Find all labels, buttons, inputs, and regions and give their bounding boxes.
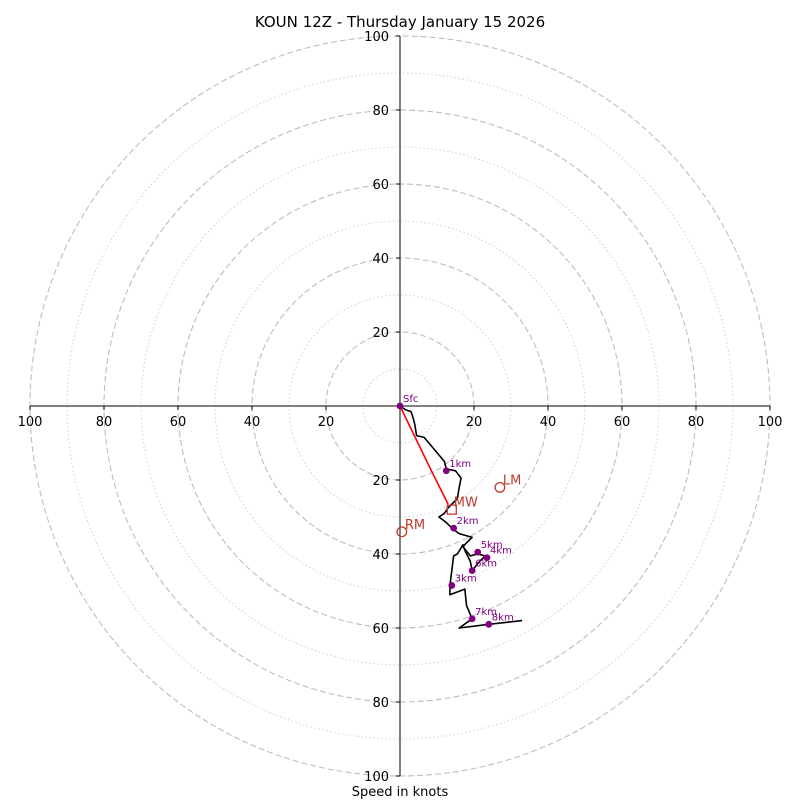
x-tick-label: 100 xyxy=(758,415,783,430)
height-marker-5km xyxy=(474,548,482,556)
storm-motion-markers: MW RM LM xyxy=(396,473,521,538)
height-marker-3km xyxy=(448,582,456,589)
height-marker-6km xyxy=(468,567,476,575)
height-marker-2km xyxy=(450,524,458,532)
left-mover-label: LM xyxy=(503,473,521,488)
height-label-6km: 6km xyxy=(475,559,497,570)
height-label-8km: 8km xyxy=(492,612,514,623)
x-axis-label: Speed in knots xyxy=(352,785,449,800)
height-marker-1km xyxy=(442,467,450,475)
x-tick-label: 80 xyxy=(688,415,705,430)
left-mover-marker xyxy=(494,481,506,493)
x-tick-label: 100 xyxy=(18,415,43,430)
y-tick-label: 100 xyxy=(364,770,389,785)
height-label-5km: 5km xyxy=(481,540,503,551)
height-marker-8km xyxy=(485,620,493,628)
shear-vector xyxy=(399,405,449,505)
x-tick-label: 80 xyxy=(96,415,113,430)
y-tick-label: 40 xyxy=(372,252,389,267)
x-tick-label: 20 xyxy=(318,415,335,430)
right-mover-marker xyxy=(396,526,408,538)
height-label-4km: 4km xyxy=(490,546,512,557)
x-tick-label: 60 xyxy=(614,415,631,430)
x-tick-label: 40 xyxy=(244,415,261,430)
right-mover-label: RM xyxy=(405,518,425,533)
tick-labels: 100 80 60 40 20 20 40 60 80 100 100 80 60 40 20 20 40 60 8… xyxy=(18,30,783,785)
shear-vector-line xyxy=(399,405,449,505)
y-tick-label: 80 xyxy=(372,104,389,119)
chart-title: KOUN 12Z - Thursday January 15 2026 xyxy=(255,13,545,31)
height-label-1km: 1km xyxy=(449,459,471,470)
mean-wind-marker xyxy=(446,504,457,515)
y-tick-label: 60 xyxy=(372,622,389,637)
height-marker-Sfc xyxy=(396,402,404,410)
y-tick-label: 60 xyxy=(372,178,389,193)
y-tick-label: 40 xyxy=(372,548,389,563)
x-tick-label: 60 xyxy=(170,415,187,430)
height-label-7km: 7km xyxy=(475,607,497,618)
mean-wind-label: MW xyxy=(454,496,478,511)
y-tick-label: 20 xyxy=(372,474,389,489)
y-tick-label: 80 xyxy=(372,696,389,711)
x-tick-label: 40 xyxy=(540,415,557,430)
y-tick-label: 20 xyxy=(372,326,389,341)
height-label-3km: 3km xyxy=(455,573,477,584)
x-tick-label: 20 xyxy=(466,415,483,430)
height-label-Sfc: Sfc xyxy=(403,394,418,405)
height-marker-4km xyxy=(483,554,491,562)
height-marker-7km xyxy=(468,615,476,623)
y-tick-label: 100 xyxy=(364,30,389,45)
height-label-2km: 2km xyxy=(457,516,479,527)
